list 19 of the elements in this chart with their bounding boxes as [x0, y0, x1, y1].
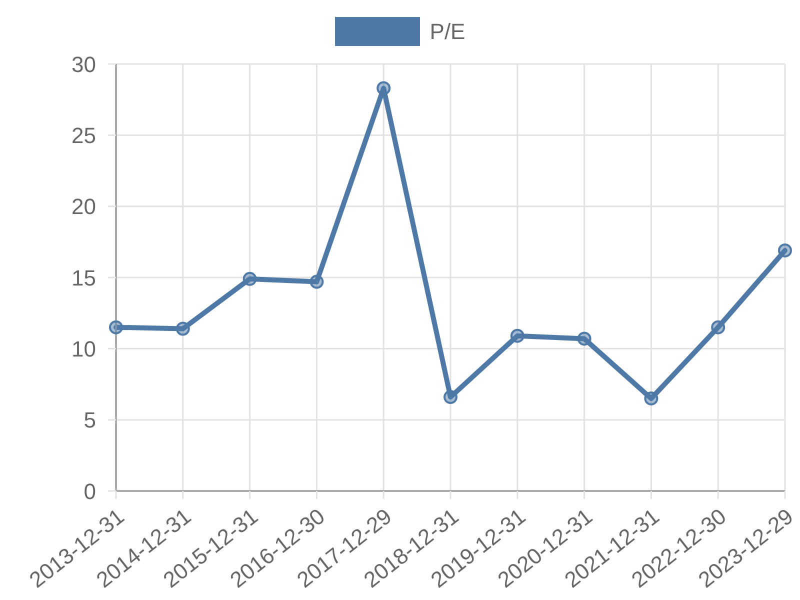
point	[242, 272, 257, 286]
y-tick-label: 10	[72, 336, 96, 362]
point	[711, 320, 726, 334]
y-tick-label: 25	[72, 122, 96, 148]
point	[109, 320, 123, 334]
y-tick-label: 15	[72, 265, 96, 290]
point	[176, 322, 190, 336]
point	[644, 391, 658, 406]
y-tick-label: 5	[84, 408, 96, 433]
y-tick-label: 0	[84, 478, 96, 504]
y-tick-label: 30	[72, 52, 96, 77]
point	[577, 332, 592, 346]
point	[778, 243, 792, 258]
point	[444, 390, 458, 404]
y-tick-label: 20	[72, 194, 96, 220]
point	[510, 328, 524, 343]
point	[310, 274, 324, 289]
legend-label: P/E	[430, 18, 466, 44]
point	[376, 81, 391, 96]
